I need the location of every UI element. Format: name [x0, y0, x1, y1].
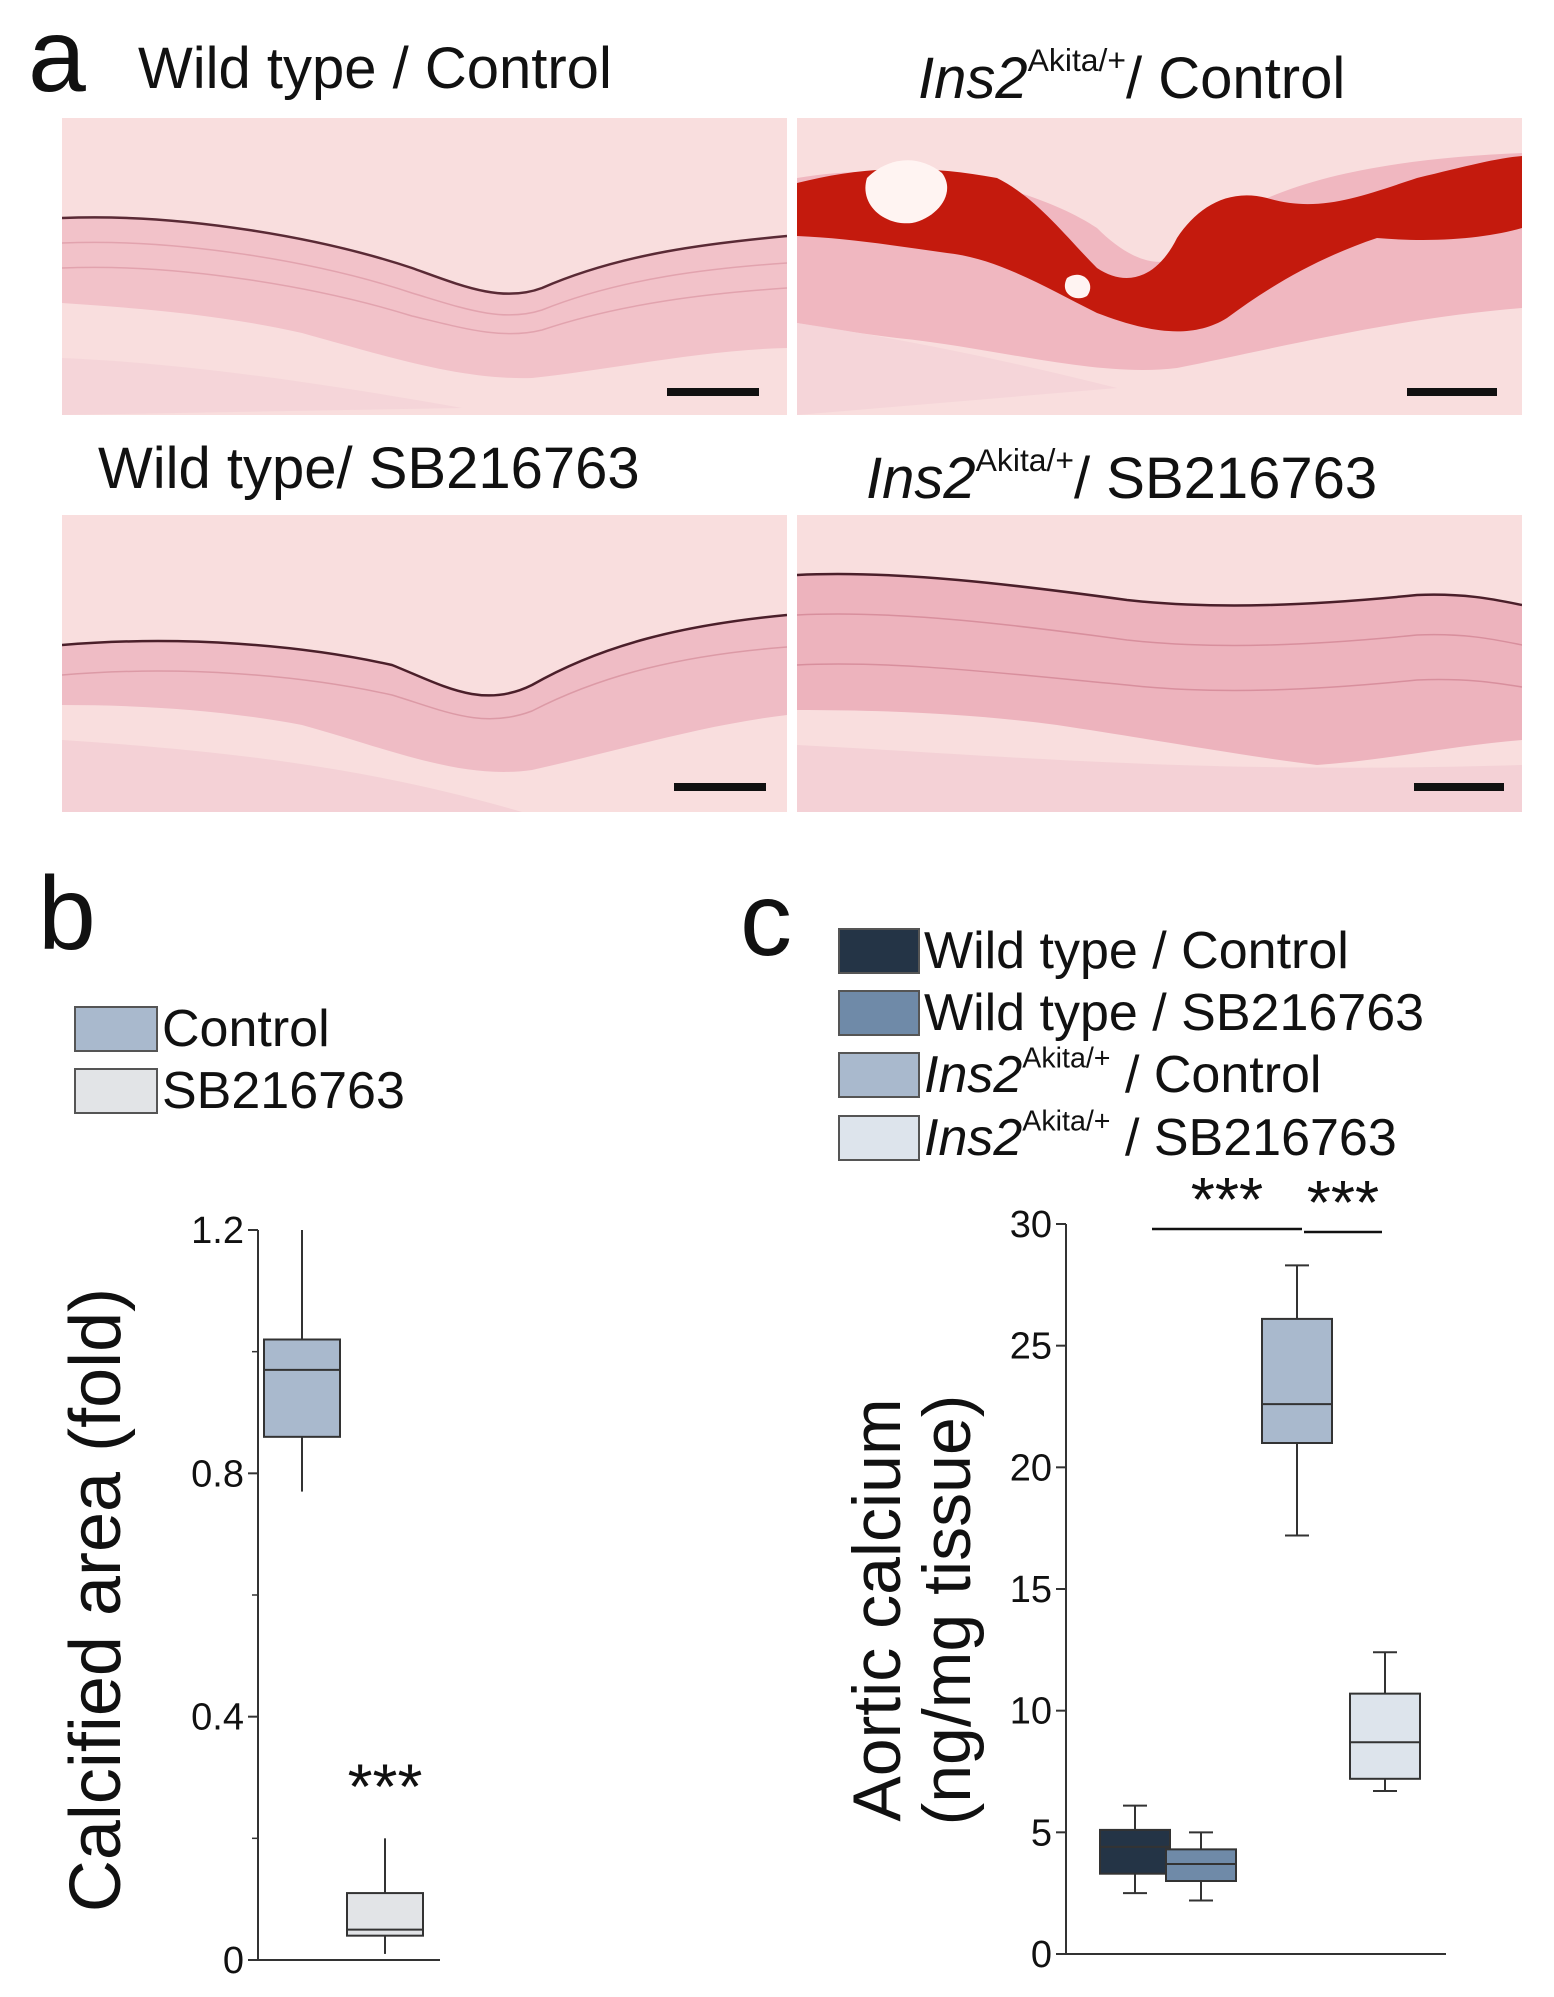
image-title-akita-control: Ins2Akita/+/ Control [918, 41, 1346, 111]
legend-b-sb216763: SB216763 [74, 1065, 405, 1117]
box-iqr [346, 1892, 424, 1937]
significance-stars: *** [1191, 1166, 1263, 1235]
box-iqr [1349, 1692, 1421, 1780]
box-2 [1261, 1264, 1333, 1537]
significance-stars: *** [348, 1750, 423, 1822]
legend-c-item-0: Wild type / Control [838, 925, 1349, 977]
legend-label: SB216763 [162, 1062, 405, 1120]
legend-c-item-1: Wild type / SB216763 [838, 987, 1424, 1039]
box-1 [1165, 1831, 1237, 1902]
image-title-wt-sb216763: Wild type/ SB216763 [98, 436, 640, 501]
boxplot-calcified-area: 0 0.4 0.8 1.2 Calcified area (fold) *** [56, 1210, 440, 1982]
legend-label: Wild type / SB216763 [924, 984, 1425, 1042]
y-tick-label: 5 [1031, 1812, 1052, 1854]
box-0 [1099, 1804, 1171, 1895]
micrograph-akita-sb216763 [797, 515, 1522, 812]
y-axis-label: Calcified area (fold) [56, 1288, 136, 1912]
y-tick-label: 1.2 [191, 1210, 244, 1252]
box-0 [263, 1230, 341, 1492]
legend-label: Ins2Akita/+ / Control [924, 1042, 1322, 1104]
legend-b-control: Control [74, 1003, 330, 1055]
panel-b-letter: b [38, 856, 96, 972]
box-1 [346, 1838, 424, 1954]
y-axis-label: (ng/mg tissue) [909, 1395, 985, 1826]
legend-swatch-akita-control [838, 1052, 920, 1098]
y-tick-label: 25 [1010, 1326, 1052, 1368]
legend-swatch-sb216763 [74, 1068, 158, 1114]
y-tick-label: 0 [223, 1940, 244, 1982]
y-tick-label: 15 [1010, 1569, 1052, 1611]
image-title-wt-control: Wild type / Control [138, 36, 612, 101]
y-tick-label: 20 [1010, 1447, 1052, 1489]
micrograph-wt-control [62, 118, 787, 415]
micrograph-wt-sb216763 [62, 515, 787, 812]
y-tick-label: 30 [1010, 1204, 1052, 1246]
panel-a-letter: a [28, 0, 86, 114]
micrograph-akita-control [797, 118, 1522, 415]
y-tick-label: 0.4 [191, 1697, 244, 1739]
legend-swatch-akita-sb216763 [838, 1115, 920, 1161]
legend-swatch-wt-sb216763 [838, 990, 920, 1036]
legend-swatch-wt-control [838, 928, 920, 974]
y-tick-label: 0 [1031, 1934, 1052, 1976]
y-axis-label: Aortic calcium [839, 1398, 915, 1821]
image-title-akita-sb216763: Ins2Akita/+/ SB216763 [866, 441, 1378, 511]
legend-label: Wild type / Control [924, 922, 1349, 980]
legend-c-item-2: Ins2Akita/+ / Control [838, 1042, 1322, 1104]
legend-label: Control [162, 1000, 330, 1058]
legend-swatch-control [74, 1006, 158, 1052]
boxplot-aortic-calcium: 0 5 10 15 20 25 30 Aortic calcium(ng/mg tissue)… [839, 1166, 1446, 1976]
box-3 [1349, 1651, 1421, 1792]
box-iqr [1099, 1828, 1171, 1875]
legend-c-item-3: Ins2Akita/+ / SB216763 [838, 1105, 1397, 1167]
legend-label: Ins2Akita/+ / SB216763 [924, 1105, 1397, 1167]
box-iqr [1261, 1317, 1333, 1444]
panel-c-letter: c [740, 862, 792, 978]
box-iqr [263, 1338, 341, 1438]
y-tick-label: 10 [1010, 1691, 1052, 1733]
y-tick-label: 0.8 [191, 1453, 244, 1495]
box-iqr [1165, 1848, 1237, 1882]
significance-stars: *** [1307, 1169, 1379, 1238]
